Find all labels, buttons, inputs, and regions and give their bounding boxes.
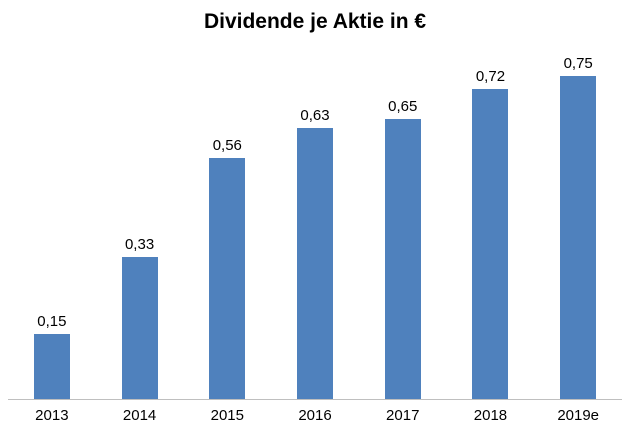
bar-value-label: 0,33 <box>124 235 155 253</box>
x-tick-label: 2017 <box>386 407 420 424</box>
bar <box>121 256 158 399</box>
x-tick-label: 2014 <box>122 407 157 424</box>
x-tick-label: 2016 <box>298 407 332 424</box>
bar-column: 0,75 <box>534 50 622 399</box>
bar-column: 0,15 <box>8 50 96 399</box>
bar <box>560 75 597 399</box>
x-tick-label: 2015 <box>210 407 244 424</box>
bar <box>33 334 70 399</box>
bar <box>297 127 334 399</box>
bar-column: 0,65 <box>359 50 447 399</box>
x-axis: 2013 2014 2015 2016 2017 2018 2019e <box>8 400 622 432</box>
bar-column: 0,33 <box>96 50 184 399</box>
bar <box>472 88 509 399</box>
bar-value-label: 0,75 <box>563 54 593 72</box>
bar-column: 0,63 <box>271 50 359 399</box>
bar-value-label: 0,15 <box>37 313 67 331</box>
bar-column: 0,72 <box>447 50 535 399</box>
bar-value-label: 0,56 <box>212 136 242 154</box>
x-tick-label: 2019e <box>557 407 600 424</box>
x-tick-label: 2013 <box>35 407 69 424</box>
bar-value-label: 0,65 <box>388 97 418 115</box>
plot-area: 0,15 0,33 0,56 0,63 0,65 0,72 0,75 <box>8 50 622 400</box>
bar-value-label: 0,63 <box>300 106 330 124</box>
bar-column: 0,56 <box>183 50 271 399</box>
x-tick-label: 2018 <box>473 407 508 424</box>
bar <box>209 157 246 399</box>
bar <box>384 118 421 399</box>
bar-value-label: 0,72 <box>475 67 506 85</box>
chart-title: Dividende je Aktie in € <box>203 10 427 33</box>
